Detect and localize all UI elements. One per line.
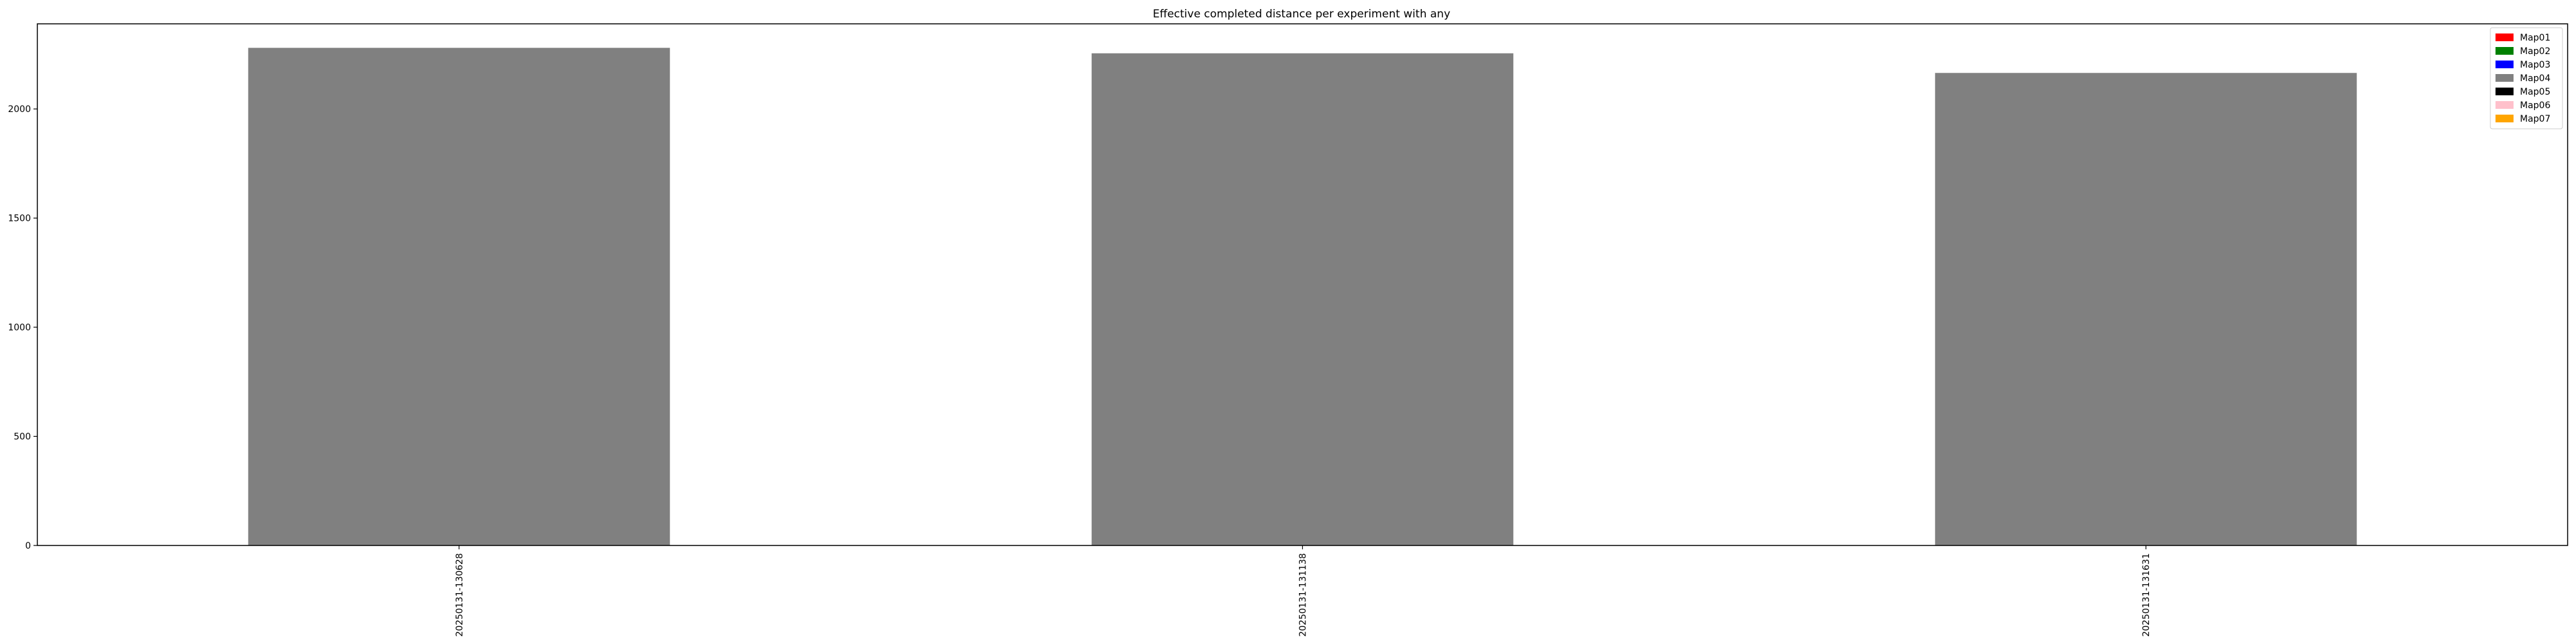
y-tick-label: 2000 [8,104,31,115]
x-tick-label: 20250131-130628 [455,553,465,637]
legend-swatch [2496,47,2514,55]
legend-swatch [2496,88,2514,95]
bar-20250131-131631 [1935,73,2357,545]
legend-swatch [2496,74,2514,82]
bars-group [248,48,2357,546]
legend-swatch [2496,115,2514,122]
legend-label: Map01 [2520,33,2550,43]
x-tick-label: 20250131-131138 [1298,553,1309,637]
y-tick-label: 0 [25,541,31,551]
legend-label: Map03 [2520,60,2550,70]
chart-title: Effective completed distance per experim… [1153,8,1450,21]
legend-label: Map04 [2520,73,2550,84]
bar-20250131-131138 [1092,53,1513,546]
legend-swatch [2496,61,2514,68]
legend-label: Map07 [2520,114,2550,124]
y-tick-label: 1500 [8,214,31,224]
bar-20250131-130628 [248,48,670,545]
x-tick-label: 20250131-131631 [2141,553,2152,637]
y-tick-label: 500 [14,432,31,442]
y-axis: 0 500 1000 1500 2000 [8,104,37,551]
legend-label: Map05 [2520,87,2550,97]
legend-label: Map06 [2520,100,2550,111]
x-axis: 20250131-130628 20250131-131138 20250131-1… [455,545,2152,637]
legend-swatch [2496,33,2514,41]
plot-frame [37,23,2568,546]
legend: Map01 Map02 Map03 Map04 Map05 Map06 Map07 [2490,27,2563,129]
legend-label: Map02 [2520,46,2550,57]
legend-swatch [2496,101,2514,109]
y-tick-label: 1000 [8,323,31,333]
